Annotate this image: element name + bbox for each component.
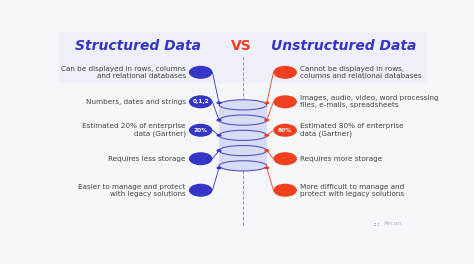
Circle shape [264,101,269,104]
Circle shape [264,167,269,169]
FancyBboxPatch shape [59,32,427,82]
Circle shape [189,66,212,79]
Ellipse shape [219,100,267,110]
Ellipse shape [219,130,267,140]
FancyBboxPatch shape [219,150,267,166]
Text: Estimated 80% of enterprise
data (Gartner): Estimated 80% of enterprise data (Gartne… [300,123,403,137]
Text: 80%: 80% [278,128,292,133]
FancyBboxPatch shape [374,224,376,226]
FancyBboxPatch shape [219,105,267,120]
Circle shape [217,134,222,137]
Text: Structured Data: Structured Data [75,39,201,53]
FancyBboxPatch shape [377,222,379,224]
Circle shape [273,66,297,79]
FancyBboxPatch shape [219,120,267,135]
Circle shape [217,119,222,121]
Circle shape [264,119,269,121]
Ellipse shape [219,115,267,125]
Text: VS: VS [231,39,252,53]
Circle shape [273,124,297,137]
Ellipse shape [219,161,267,171]
FancyBboxPatch shape [219,135,267,150]
Circle shape [217,101,222,104]
Circle shape [189,124,212,137]
Text: Cannot be displayed in rows,
columns and relational databases: Cannot be displayed in rows, columns and… [300,66,421,79]
Circle shape [264,134,269,137]
Text: Estimated 20% of enterprise
data (Gartner): Estimated 20% of enterprise data (Gartne… [82,123,186,137]
Circle shape [264,149,269,152]
Text: 0,1,2: 0,1,2 [192,99,209,104]
Circle shape [273,95,297,108]
Text: Numbers, dates and strings: Numbers, dates and strings [86,99,186,105]
Text: Requires more storage: Requires more storage [300,156,382,162]
Circle shape [217,167,222,169]
Circle shape [189,95,212,108]
Text: Can be displayed in rows, columns
and relational databases: Can be displayed in rows, columns and re… [61,66,186,79]
FancyBboxPatch shape [377,224,379,226]
Ellipse shape [219,145,267,156]
Circle shape [217,149,222,152]
Text: Pecan: Pecan [383,221,402,226]
Text: Easier to manage and protect
with legacy solutions: Easier to manage and protect with legacy… [79,184,186,197]
Text: Unstructured Data: Unstructured Data [271,39,417,53]
Text: Requires less storage: Requires less storage [109,156,186,162]
Circle shape [273,152,297,165]
Text: 20%: 20% [193,128,208,133]
FancyBboxPatch shape [374,222,376,224]
Circle shape [273,184,297,197]
Text: More difficult to manage and
protect with legacy solutions: More difficult to manage and protect wit… [300,184,404,197]
Circle shape [189,184,212,197]
Text: Images, audio, video, word processing
files, e-mails, spreadsheets: Images, audio, video, word processing fi… [300,95,438,109]
Circle shape [189,152,212,165]
